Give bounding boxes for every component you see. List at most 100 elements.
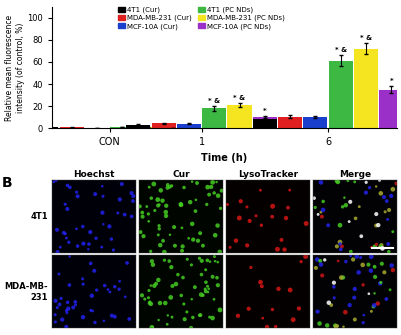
Point <box>80 315 86 320</box>
Point <box>328 303 334 308</box>
Point <box>379 246 386 251</box>
Point <box>150 181 157 187</box>
Point <box>128 214 135 219</box>
Bar <box>34 127 59 128</box>
Bar <box>253 119 277 128</box>
Point <box>379 261 385 266</box>
Point <box>168 183 175 189</box>
Point <box>302 254 309 259</box>
Point <box>181 185 187 190</box>
Point <box>178 293 184 298</box>
Point <box>200 293 206 298</box>
Point <box>287 287 294 293</box>
Point <box>383 296 389 302</box>
Point <box>100 221 107 227</box>
Point <box>169 315 175 320</box>
Point <box>59 317 65 322</box>
Point <box>79 224 86 229</box>
Text: * &: * & <box>233 95 245 101</box>
Point <box>179 248 185 254</box>
Point <box>64 206 71 212</box>
Point <box>351 295 357 300</box>
Point <box>195 238 201 244</box>
Point <box>155 277 162 283</box>
Point <box>178 202 184 208</box>
Point <box>150 324 156 330</box>
Point <box>363 190 369 195</box>
Point <box>314 257 320 262</box>
Point <box>338 247 344 252</box>
Point <box>175 272 181 277</box>
Point <box>351 179 358 185</box>
Point <box>378 243 385 248</box>
Point <box>193 197 199 203</box>
Point <box>110 247 117 253</box>
Point <box>196 313 203 318</box>
Point <box>91 268 97 273</box>
Point <box>126 316 132 322</box>
Point <box>87 261 94 266</box>
Point <box>207 259 213 264</box>
Point <box>73 190 80 195</box>
Point <box>184 257 190 262</box>
Point <box>208 184 215 190</box>
Point <box>338 275 344 280</box>
Point <box>204 258 211 263</box>
Point <box>330 284 337 289</box>
Point <box>375 222 381 228</box>
Point <box>259 284 265 289</box>
Point <box>177 203 183 208</box>
Point <box>122 212 128 217</box>
Bar <box>227 105 251 128</box>
Point <box>202 286 209 292</box>
Point <box>371 291 378 296</box>
Point <box>53 178 59 183</box>
Point <box>354 254 360 259</box>
Point <box>55 250 61 255</box>
Point <box>285 205 291 210</box>
Point <box>151 283 158 288</box>
Point <box>145 295 152 300</box>
Point <box>372 274 378 280</box>
Point <box>215 223 221 228</box>
Point <box>171 224 177 230</box>
Point <box>269 204 276 209</box>
Point <box>147 299 153 305</box>
Point <box>70 305 77 310</box>
Point <box>128 190 135 196</box>
Point <box>101 283 108 288</box>
Text: *: * <box>389 77 393 83</box>
Point <box>157 243 164 248</box>
X-axis label: Time (h): Time (h) <box>201 153 248 163</box>
Point <box>92 320 98 325</box>
Point <box>86 242 92 247</box>
Point <box>161 258 168 263</box>
Point <box>356 204 363 209</box>
Point <box>130 193 136 199</box>
Point <box>146 185 152 190</box>
Point <box>54 305 61 310</box>
Point <box>150 262 156 267</box>
Point <box>381 270 388 275</box>
Point <box>360 320 367 325</box>
Point <box>207 315 213 320</box>
Point <box>315 212 321 217</box>
Text: * &: * & <box>360 35 372 41</box>
Point <box>53 298 59 304</box>
Point <box>334 179 341 185</box>
Point <box>67 254 73 259</box>
Point <box>172 243 178 249</box>
Title: Hoechst: Hoechst <box>73 170 115 179</box>
Point <box>314 309 321 314</box>
Bar <box>304 117 327 128</box>
Point <box>325 222 331 228</box>
Point <box>376 178 383 183</box>
Point <box>388 193 395 199</box>
Point <box>124 260 130 266</box>
Point <box>155 232 162 238</box>
Point <box>205 185 211 190</box>
Point <box>383 198 390 204</box>
Point <box>148 195 154 201</box>
Bar <box>110 127 134 128</box>
Point <box>377 281 383 286</box>
